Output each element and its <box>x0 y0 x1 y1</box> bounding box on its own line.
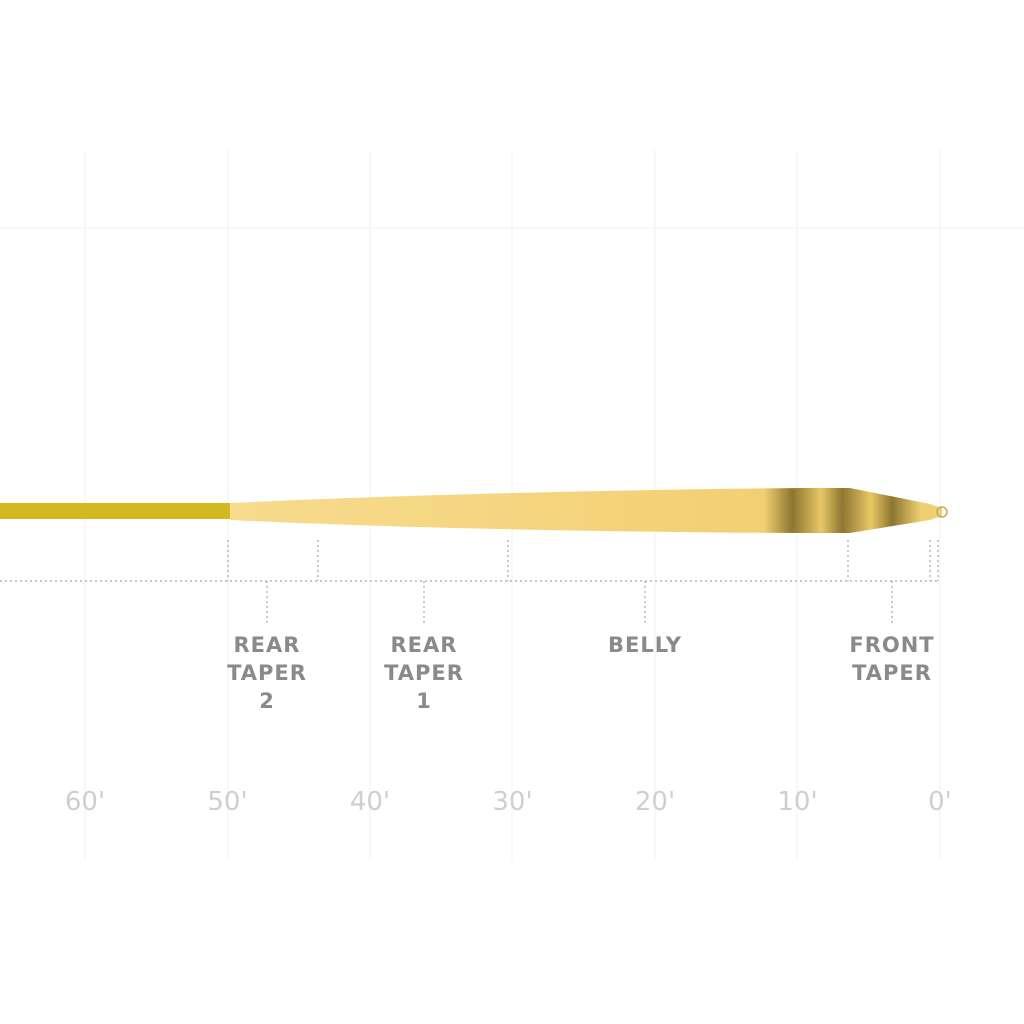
dividers <box>0 540 940 625</box>
section-label: TAPER <box>227 661 307 685</box>
distance-label: 30' <box>492 787 532 817</box>
section-label: 2 <box>259 689 275 713</box>
distance-label: 40' <box>350 787 390 817</box>
section-label: REAR <box>391 633 458 657</box>
section-label: TAPER <box>852 661 932 685</box>
distance-label: 60' <box>65 787 105 817</box>
distance-labels: 60' 50' 40' 30' 20' 10' 0' <box>65 787 952 817</box>
distance-label: 0' <box>928 787 952 817</box>
loop <box>936 506 948 518</box>
distance-label: 10' <box>777 787 817 817</box>
section-label: BELLY <box>608 633 682 657</box>
section-label: TAPER <box>384 661 464 685</box>
running-line <box>0 503 232 519</box>
section-labels: REAR TAPER 2 REAR TAPER 1 BELLY FRONT TAPER <box>227 633 934 713</box>
section-label: 1 <box>416 689 432 713</box>
distance-label: 50' <box>207 787 247 817</box>
line-head <box>230 488 942 533</box>
section-label: REAR <box>234 633 301 657</box>
distance-label: 20' <box>635 787 675 817</box>
section-label: FRONT <box>849 633 934 657</box>
